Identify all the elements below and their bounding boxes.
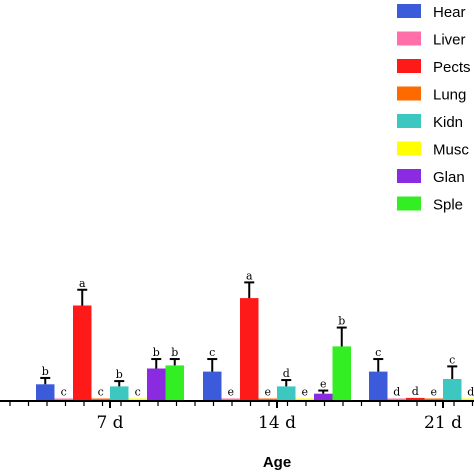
- bar-gland-14d: [314, 393, 333, 400]
- sig-label-liver-21d: d: [393, 386, 400, 399]
- bar-pectoralis-14d: [240, 298, 259, 400]
- bar-muscle-21d: [461, 398, 474, 400]
- x-tick-label-7d: 7 d: [96, 413, 123, 433]
- bar-liver-7d: [54, 398, 73, 400]
- x-axis-title: Age: [263, 454, 291, 471]
- bar-liver-14d: [221, 398, 240, 400]
- bar-liver-21d: [387, 398, 406, 400]
- legend-swatch-pectoralis: [397, 59, 421, 73]
- sig-label-muscle-21d: d: [467, 386, 474, 399]
- sig-label-heart-21d: c: [375, 346, 381, 359]
- legend-label-heart: Hear: [433, 4, 466, 21]
- x-ticks-layer: [9, 401, 474, 408]
- sig-label-kidney-21d: c: [449, 353, 455, 366]
- bar-heart-21d: [369, 371, 388, 400]
- legend-label-muscle: Musc: [433, 142, 469, 159]
- sig-label-lung-21d: e: [430, 386, 437, 399]
- sig-label-liver-7d: c: [61, 386, 67, 399]
- sig-label-heart-7d: b: [42, 365, 49, 378]
- x-tick-label-14d: 14 d: [258, 413, 296, 433]
- sig-label-kidney-7d: b: [116, 368, 123, 381]
- significance-labels-layer: bcacbcbbceaedeebcddecde: [42, 269, 474, 398]
- sig-label-muscle-14d: e: [301, 386, 308, 399]
- x-tick-labels-layer: 7 d 14 d 21 d: [96, 413, 462, 433]
- bar-muscle-7d: [128, 398, 147, 400]
- bar-kidney-14d: [277, 386, 296, 401]
- bar-lung-7d: [91, 398, 110, 400]
- bars-layer: [36, 298, 474, 401]
- sig-label-spleen-14d: b: [338, 315, 345, 328]
- sig-label-liver-14d: e: [227, 386, 234, 399]
- bar-kidney-7d: [110, 386, 129, 401]
- legend-label-liver: Liver: [433, 32, 466, 49]
- legend-swatch-liver: [397, 31, 421, 46]
- bar-kidney-21d: [443, 379, 462, 400]
- legend-swatch-lung: [397, 86, 421, 101]
- sig-label-pectoralis-21d: d: [412, 385, 419, 398]
- legend-swatch-heart: [397, 4, 421, 18]
- bar-spleen-14d: [332, 346, 351, 400]
- sig-label-gland-14d: e: [320, 378, 327, 391]
- legend-swatch-gland: [397, 169, 421, 183]
- bar-pectoralis-7d: [73, 305, 92, 400]
- legend-swatch-muscle: [397, 141, 421, 156]
- legend: Hear Liver Pects Lung Kidn Musc Glan Sple: [397, 4, 471, 214]
- sig-label-heart-14d: c: [209, 346, 215, 359]
- sig-label-gland-7d: b: [153, 346, 160, 359]
- x-tick-label-21d: 21 d: [424, 413, 462, 433]
- legend-swatch-kidney: [397, 114, 421, 128]
- legend-label-lung: Lung: [433, 87, 466, 104]
- sig-label-lung-14d: e: [264, 386, 271, 399]
- sig-label-pectoralis-7d: a: [79, 277, 86, 290]
- sig-label-spleen-7d: b: [171, 346, 178, 359]
- bar-heart-14d: [203, 371, 222, 400]
- bar-spleen-7d: [165, 365, 184, 400]
- legend-label-spleen: Sple: [433, 197, 463, 214]
- bar-lung-14d: [258, 398, 277, 400]
- sig-label-kidney-14d: d: [283, 367, 290, 380]
- legend-label-gland: Glan: [433, 169, 465, 186]
- legend-label-kidney: Kidn: [433, 114, 463, 131]
- bar-lung-21d: [424, 398, 443, 400]
- sig-label-lung-7d: c: [98, 386, 104, 399]
- legend-swatch-spleen: [397, 196, 421, 211]
- legend-label-pectoralis: Pects: [433, 59, 471, 76]
- sig-label-pectoralis-14d: a: [246, 269, 253, 282]
- bar-pectoralis-21d: [406, 397, 425, 400]
- sig-label-muscle-7d: c: [135, 386, 141, 399]
- bar-heart-7d: [36, 384, 55, 401]
- error-bars-layer: [40, 281, 458, 394]
- bar-gland-7d: [147, 368, 166, 400]
- bar-muscle-14d: [295, 398, 314, 400]
